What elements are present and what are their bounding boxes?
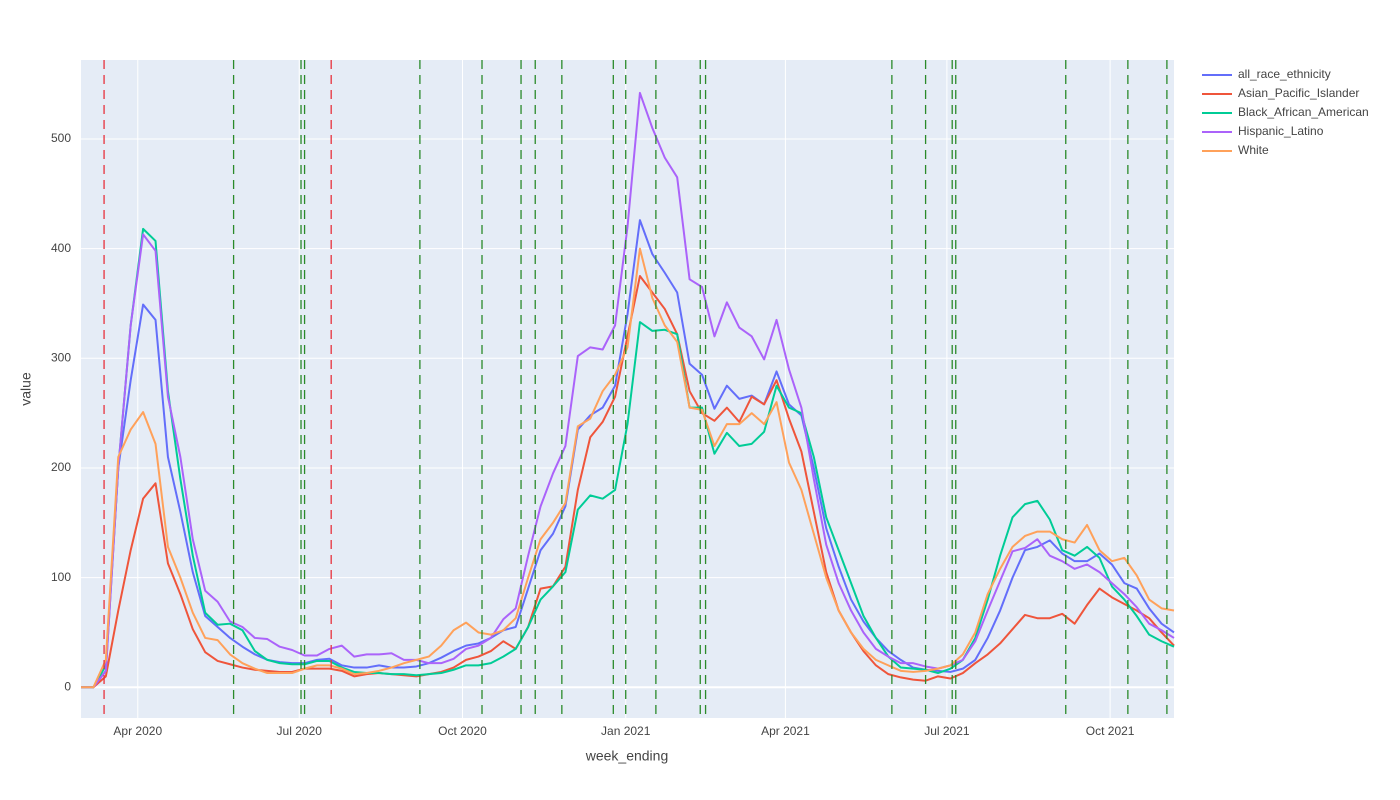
x-tick-label: Jan 2021 [601,724,651,738]
y-tick-label: 400 [51,241,71,255]
x-tick-label: Apr 2021 [761,724,810,738]
y-axis-title: value [18,372,34,406]
x-tick-label: Apr 2020 [113,724,162,738]
series-line [81,275,1175,689]
x-tick-label: Jul 2020 [277,724,323,738]
x-axis-title: week_ending [585,748,669,764]
legend-label: Asian_Pacific_Islander [1238,86,1359,100]
y-tick-label: 300 [51,350,71,364]
x-tick-label: Jul 2021 [924,724,970,738]
legend-label: White [1238,143,1269,157]
legend-label: Hispanic_Latino [1238,124,1324,138]
series-line [81,91,1175,689]
y-tick-label: 0 [64,679,71,693]
y-tick-label: 200 [51,460,71,474]
y-tick-label: 500 [51,131,71,145]
x-tick-label: Oct 2021 [1086,724,1135,738]
plot-background [81,60,1174,718]
y-tick-label: 100 [51,570,71,584]
series-line [81,247,1175,689]
legend-label: Black_African_American [1238,105,1369,119]
x-tick-label: Oct 2020 [438,724,487,738]
legend-label: all_race_ethnicity [1238,67,1331,81]
